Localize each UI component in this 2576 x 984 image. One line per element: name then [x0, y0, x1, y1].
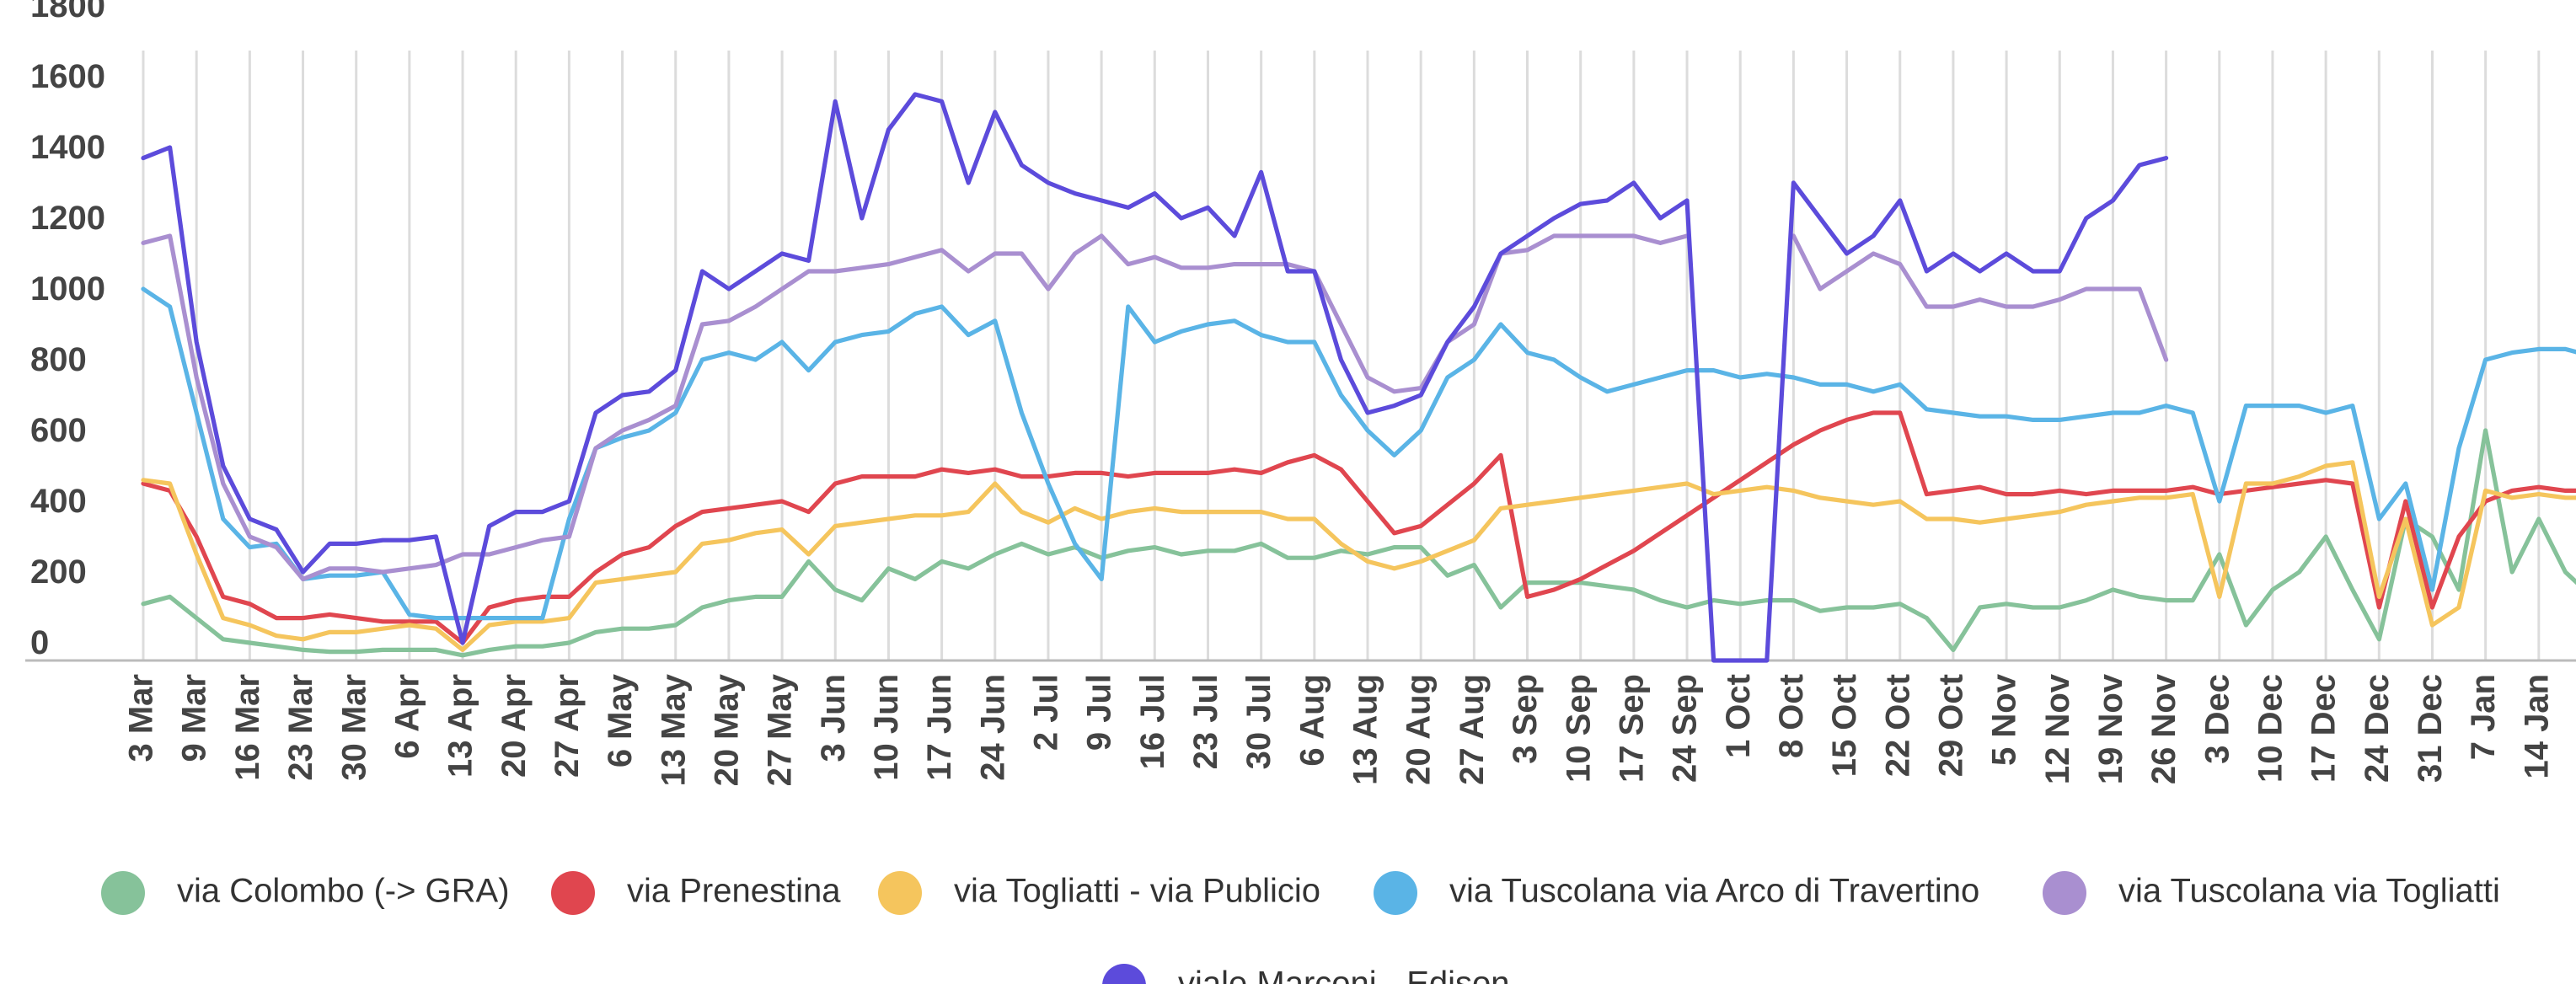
x-tick-label: 3 Sep [1507, 674, 1544, 764]
series-line [141, 460, 2576, 652]
x-tick-label: 27 Aug [1454, 674, 1491, 785]
y-tick-label: 1800 [30, 0, 105, 24]
x-tick-label: 17 Dec [2306, 674, 2343, 783]
x-tick-label: 1 Oct [1720, 674, 1757, 758]
x-tick-label: 10 Sep [1560, 674, 1597, 783]
x-tick-label: 6 Aug [1293, 674, 1331, 767]
x-tick-label: 24 Jun [974, 674, 1011, 781]
x-tick-label: 30 Mar [335, 674, 372, 781]
y-tick-label: 1000 [30, 270, 105, 308]
x-tick-label: 17 Jun [921, 674, 958, 781]
x-tick-label: 13 May [655, 673, 692, 786]
legend-swatch [551, 871, 595, 915]
x-tick-label: 21 Jan [2572, 674, 2576, 779]
x-tick-label: 19 Nov [2092, 673, 2129, 784]
x-tick-label: 27 Apr [549, 674, 586, 778]
x-tick-label: 5 Nov [1986, 673, 2023, 766]
x-tick-label: 14 Jan [2518, 674, 2555, 779]
series-line [141, 92, 2169, 663]
x-tick-label: 13 Apr [442, 674, 479, 778]
x-tick-label: 10 Jun [868, 674, 905, 781]
y-tick-label: 1600 [30, 58, 105, 95]
legend-label: via Tuscolana via Togliatti [2118, 873, 2500, 910]
legend-swatch [1374, 871, 1417, 915]
x-tick-label: 8 Oct [1773, 674, 1810, 758]
legend-label: via Tuscolana via Arco di Travertino [1449, 873, 1979, 910]
x-tick-label: 31 Dec [2412, 674, 2449, 783]
series-line [141, 428, 2576, 658]
legend-swatch [101, 871, 145, 915]
x-tick-label: 6 Apr [388, 674, 426, 759]
y-tick-label: 400 [30, 483, 87, 520]
y-tick-label: 1200 [30, 200, 105, 237]
x-tick-label: 20 May [708, 673, 745, 786]
x-tick-label: 30 Jul [1240, 674, 1277, 769]
x-tick-label: 26 Nov [2145, 673, 2182, 784]
x-tick-label: 20 Apr [495, 674, 533, 778]
series-line [141, 410, 2576, 645]
x-tick-label: 16 Jul [1134, 674, 1171, 769]
x-tick-label: 9 Mar [176, 674, 213, 762]
x-tick-label: 17 Sep [1613, 674, 1650, 783]
y-tick-label: 0 [30, 624, 49, 661]
legend-label: via Colombo (-> GRA) [177, 873, 510, 910]
x-tick-label: 10 Dec [2252, 674, 2289, 783]
y-tick-label: 800 [30, 341, 87, 378]
x-tick-label: 22 Oct [1879, 674, 1916, 777]
x-tick-label: 20 Aug [1400, 674, 1438, 785]
x-tick-label: 16 Mar [229, 674, 266, 781]
x-tick-label: 3 Dec [2198, 674, 2236, 764]
y-tick-label: 600 [30, 412, 87, 449]
legend-swatch [2043, 871, 2086, 915]
legend-label: via Togliatti - via Publicio [954, 873, 1320, 910]
x-tick-label: 3 Mar [123, 674, 160, 762]
y-tick-label: 200 [30, 554, 87, 591]
x-tick-label: 27 May [762, 673, 799, 786]
x-tick-label: 23 Mar [282, 674, 319, 781]
x-tick-label: 13 Aug [1347, 674, 1384, 785]
x-tick-label: 15 Oct [1826, 674, 1863, 777]
x-tick-label: 23 Jul [1187, 674, 1224, 769]
x-tick-label: 9 Jul [1081, 674, 1118, 751]
x-tick-label: 29 Oct [1932, 674, 1969, 777]
legend-swatch [1102, 964, 1146, 984]
series-line [141, 286, 2576, 621]
x-tick-label: 7 Jan [2465, 674, 2502, 760]
legend-label: viale Marconi - Edison [1178, 965, 1510, 984]
labels: 0 200 400 600 800 1000 1200 1400 1600 1800 3 Mar 9 … [30, 0, 2576, 786]
x-tick-label: 3 Jun [815, 674, 852, 762]
x-tick-label: 12 Nov [2039, 673, 2076, 784]
legend-label: via Prenestina [627, 873, 841, 910]
x-tick-label: 6 May [602, 673, 639, 767]
x-tick-label: 2 Jul [1028, 674, 1065, 751]
x-tick-label: 24 Sep [1667, 674, 1704, 783]
x-tick-label: 24 Dec [2359, 674, 2396, 783]
y-tick-label: 1400 [30, 129, 105, 166]
legend: via Colombo (-> GRA) via Prenestina via To… [101, 871, 2500, 984]
lines [141, 92, 2576, 663]
legend-swatch [878, 871, 922, 915]
